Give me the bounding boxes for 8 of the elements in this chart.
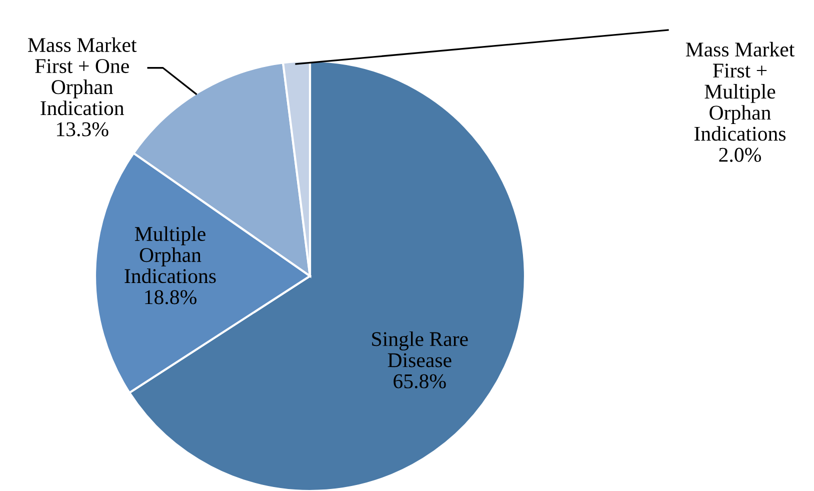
data-label: 13.3% bbox=[57, 122, 108, 136]
data-label: 2.0% bbox=[719, 148, 761, 162]
slice-label: Mass Market First + One Orphan Indication bbox=[28, 37, 137, 116]
slice-label: Single Rare Disease bbox=[372, 331, 468, 368]
slice-label: Mass Market First + Multiple Orphan Indications bbox=[686, 42, 795, 141]
slice-label: Multiple Orphan Indications bbox=[124, 226, 216, 284]
data-label: 18.8% bbox=[145, 290, 196, 304]
data-label: 65.8% bbox=[394, 374, 446, 388]
